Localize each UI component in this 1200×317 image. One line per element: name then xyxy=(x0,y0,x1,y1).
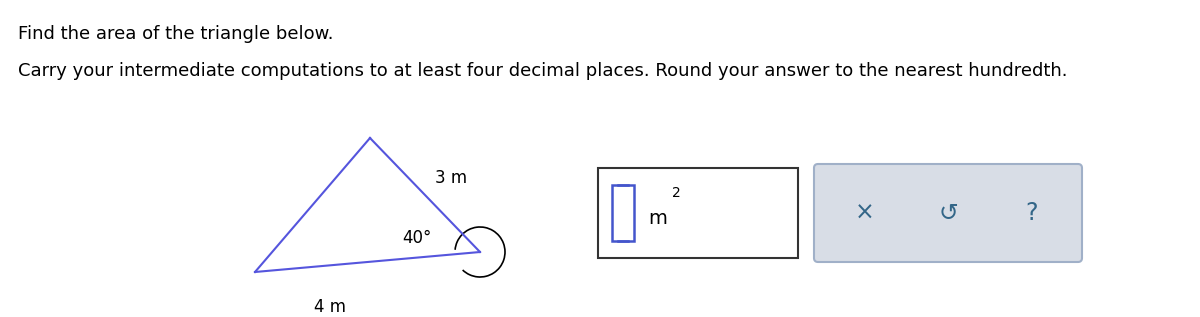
Text: 40°: 40° xyxy=(403,229,432,247)
Text: ↺: ↺ xyxy=(938,201,958,225)
Bar xyxy=(612,185,634,241)
Text: m: m xyxy=(648,209,667,228)
Text: Find the area of the triangle below.: Find the area of the triangle below. xyxy=(18,25,334,43)
Text: 3 m: 3 m xyxy=(436,169,467,187)
Text: Carry your intermediate computations to at least four decimal places. Round your: Carry your intermediate computations to … xyxy=(18,62,1068,80)
Text: ?: ? xyxy=(1025,201,1038,225)
Text: ×: × xyxy=(854,201,875,225)
Text: 2: 2 xyxy=(672,186,680,200)
FancyBboxPatch shape xyxy=(814,164,1082,262)
Bar xyxy=(598,168,798,258)
Text: 4 m: 4 m xyxy=(314,298,346,316)
